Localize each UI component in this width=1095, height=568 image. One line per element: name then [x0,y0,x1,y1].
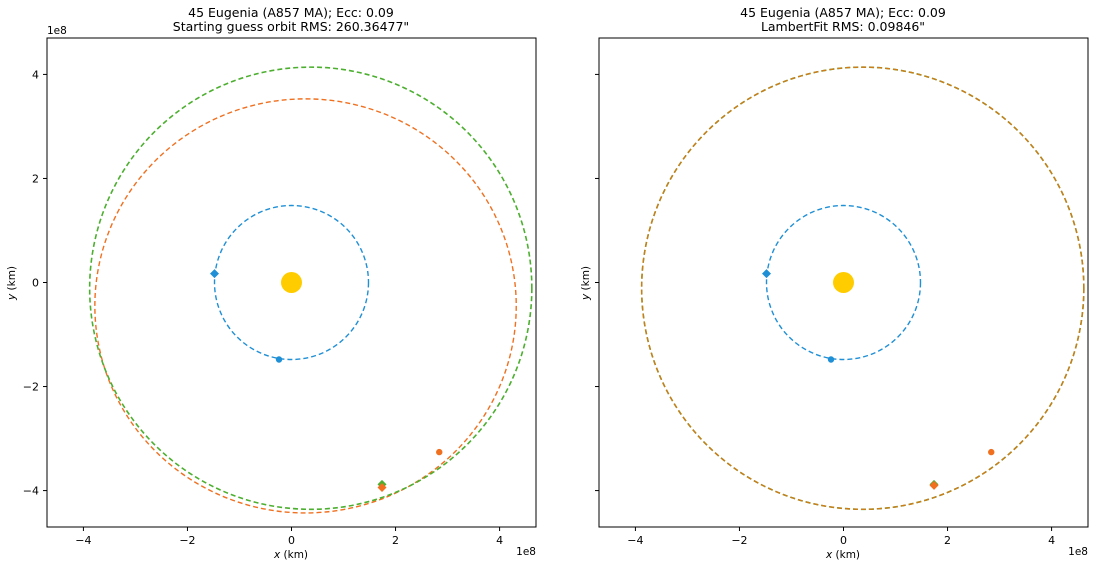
left-plot-marks [88,66,533,514]
left-y-tick-label-3: 2 [32,172,39,185]
left-panel: 45 Eugenia (A857 MA); Ecc: 0.09 Starting… [6,5,537,561]
right-point-marker-1 [827,356,835,363]
left-x-tick-label-1: −2 [179,534,195,547]
left-panel-title: 45 Eugenia (A857 MA); Ecc: 0.09 [188,5,394,20]
left-x-tick-label-2: 0 [288,534,295,547]
left-y-tick-label-2: 0 [32,277,39,290]
left-y-axis-label: y (km) [6,266,18,301]
left-orbit-0 [213,204,370,361]
left-point-marker-1 [275,356,283,363]
right-panel-title: 45 Eugenia (A857 MA); Ecc: 0.09 [740,5,946,20]
right-x-tick-label-3: 2 [944,534,951,547]
left-y-tick-label-4: 4 [32,68,39,81]
right-panel-subtitle: LambertFit RMS: 0.09846" [761,19,925,34]
right-diamond-marker-0 [762,269,772,279]
left-diamond-marker-0 [210,269,220,279]
left-ticks: −4 −2 0 2 4 −4 −2 0 2 4 [23,68,503,547]
right-orbit-0 [765,204,922,361]
right-plot-marks [640,66,1085,511]
left-sun-marker [281,272,302,293]
right-point-marker-2 [988,448,995,456]
right-diamond-marker-4 [929,480,939,490]
right-sun-marker [833,272,854,293]
left-x-tick-label-3: 2 [392,534,399,547]
right-x-tick-label-1: −2 [731,534,747,547]
right-orbit-2 [640,66,1085,511]
right-x-offset-text: 1e8 [1068,546,1088,558]
right-y-axis-label: y (km) [580,266,592,301]
right-x-tick-label-2: 0 [840,534,847,547]
left-x-tick-label-4: 4 [496,534,503,547]
left-y-offset-text: 1e8 [47,25,67,37]
left-diamond-marker-4 [377,482,387,492]
left-x-tick-label-0: −4 [75,534,91,547]
right-x-tick-label-0: −4 [627,534,643,547]
right-x-tick-label-4: 4 [1048,534,1055,547]
left-x-axis-label: x (km) [273,549,308,561]
right-ticks: −4 −2 0 2 4 [595,73,1055,547]
left-y-tick-label-0: −4 [23,485,39,498]
right-x-axis-label: x (km) [825,549,860,561]
left-point-marker-2 [436,448,443,456]
right-panel: 45 Eugenia (A857 MA); Ecc: 0.09 LambertF… [580,5,1089,561]
left-orbit-1 [94,98,517,514]
left-y-tick-label-1: −2 [23,381,39,394]
left-orbit-2 [88,66,533,511]
left-x-offset-text: 1e8 [516,546,536,558]
left-panel-subtitle: Starting guess orbit RMS: 260.36477" [173,19,409,34]
right-orbit-1 [640,66,1085,511]
